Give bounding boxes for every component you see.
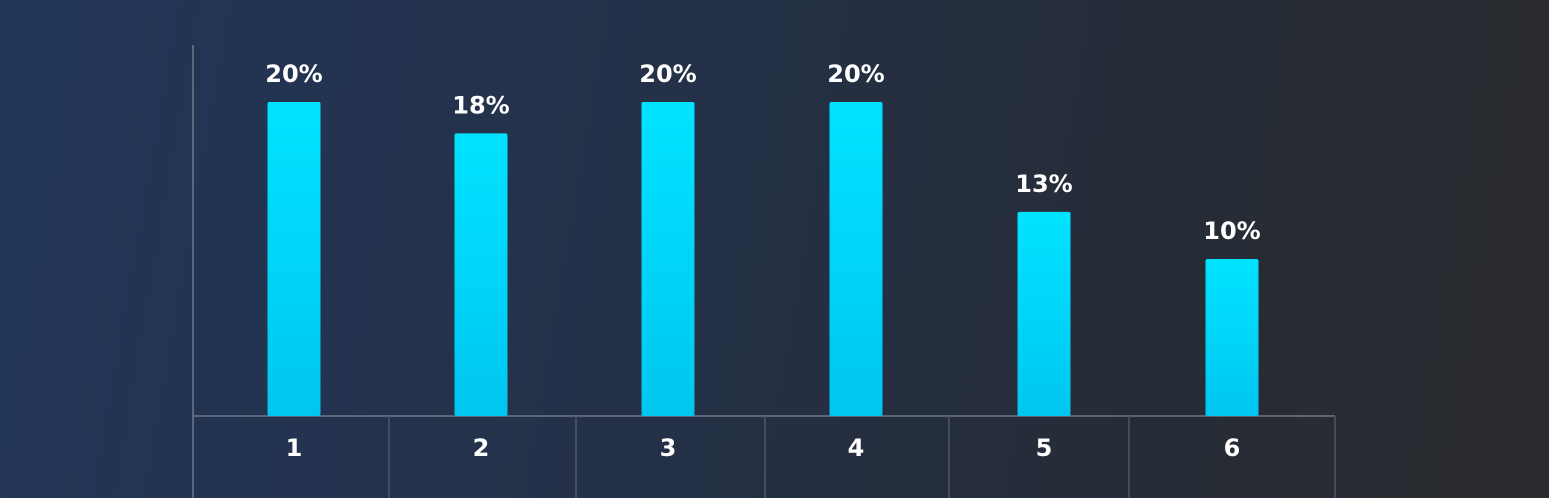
x-tick-label-5: 5: [1036, 434, 1053, 462]
bar-2: [454, 133, 508, 416]
x-tick-label-1: 1: [286, 434, 303, 462]
data-label-1: 20%: [265, 60, 322, 88]
bar-4: [829, 102, 883, 416]
bar-3: [641, 102, 695, 416]
bar-1: [267, 102, 321, 416]
x-tick-label-4: 4: [848, 434, 865, 462]
data-label-3: 20%: [639, 60, 696, 88]
x-tick-label-2: 2: [473, 434, 490, 462]
x-tick-label-6: 6: [1224, 434, 1241, 462]
data-labels: 20% 18% 20% 20% 13% 10%: [265, 60, 1260, 245]
data-label-6: 10%: [1203, 217, 1260, 245]
data-label-5: 13%: [1015, 170, 1072, 198]
bar-5: [1017, 211, 1071, 416]
data-label-2: 18%: [452, 91, 509, 119]
category-dividers: [388, 416, 1336, 498]
x-tick-label-3: 3: [660, 434, 677, 462]
bars: [267, 102, 1259, 416]
x-tick-labels: 1 2 3 4 5 6: [286, 434, 1241, 462]
bar-6: [1205, 259, 1259, 416]
data-label-4: 20%: [827, 60, 884, 88]
